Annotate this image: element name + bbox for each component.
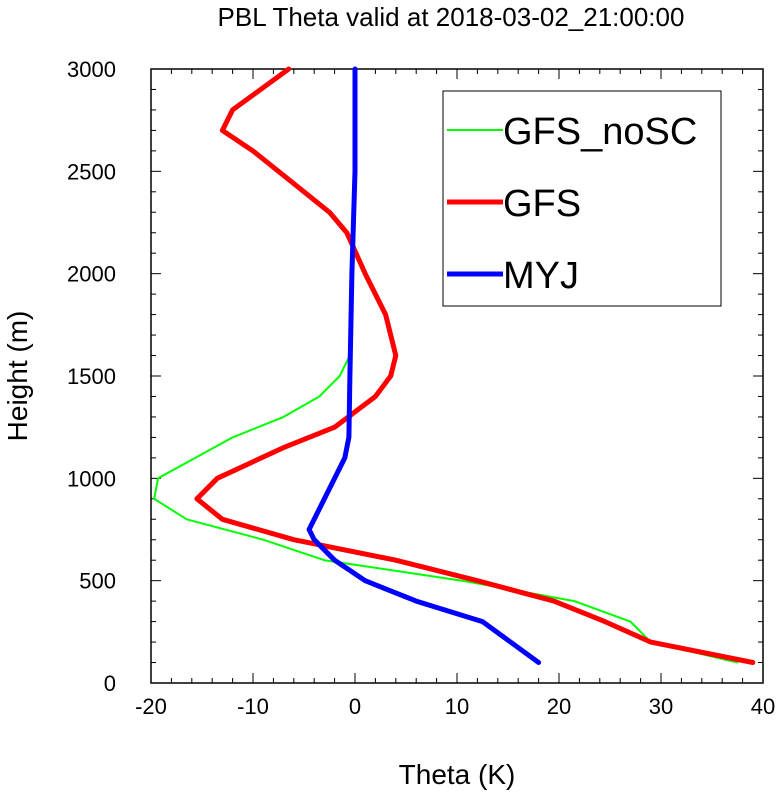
- y-tick-label: 3000: [67, 57, 116, 82]
- y-tick-label: 1000: [67, 466, 116, 491]
- y-tick-label: 500: [79, 569, 116, 594]
- y-tick-labels: 0 500 1000 1500 2000 2500 3000: [67, 57, 116, 696]
- chart-title: PBL Theta valid at 2018-03-02_21:00:00: [218, 2, 685, 32]
- legend: GFS_noSC GFS MYJ: [442, 90, 722, 307]
- x-tick-label: 20: [547, 694, 571, 719]
- series-line-gfs: [194, 66, 756, 665]
- x-tick-label: 30: [649, 694, 673, 719]
- y-tick-label: 2500: [67, 159, 116, 184]
- y-tick-label: 2000: [67, 262, 116, 287]
- x-tick-labels: -20 -10 0 10 20 30 40: [135, 694, 775, 719]
- x-tick-label: 10: [445, 694, 469, 719]
- y-axis-label: Height (m): [2, 311, 33, 442]
- legend-label: GFS: [503, 183, 581, 225]
- y-tick-label: 1500: [67, 364, 116, 389]
- x-tick-label: -10: [237, 694, 269, 719]
- legend-box: [442, 90, 722, 307]
- x-tick-label: 0: [349, 694, 361, 719]
- legend-label: MYJ: [503, 255, 579, 297]
- series-line-myj: [306, 66, 542, 665]
- x-tick-label: 40: [751, 694, 775, 719]
- legend-label: GFS_noSC: [503, 111, 697, 153]
- series-group: [153, 66, 756, 665]
- x-tick-label: -20: [135, 694, 167, 719]
- x-axis-label: Theta (K): [399, 759, 516, 790]
- y-tick-label: 0: [104, 671, 116, 696]
